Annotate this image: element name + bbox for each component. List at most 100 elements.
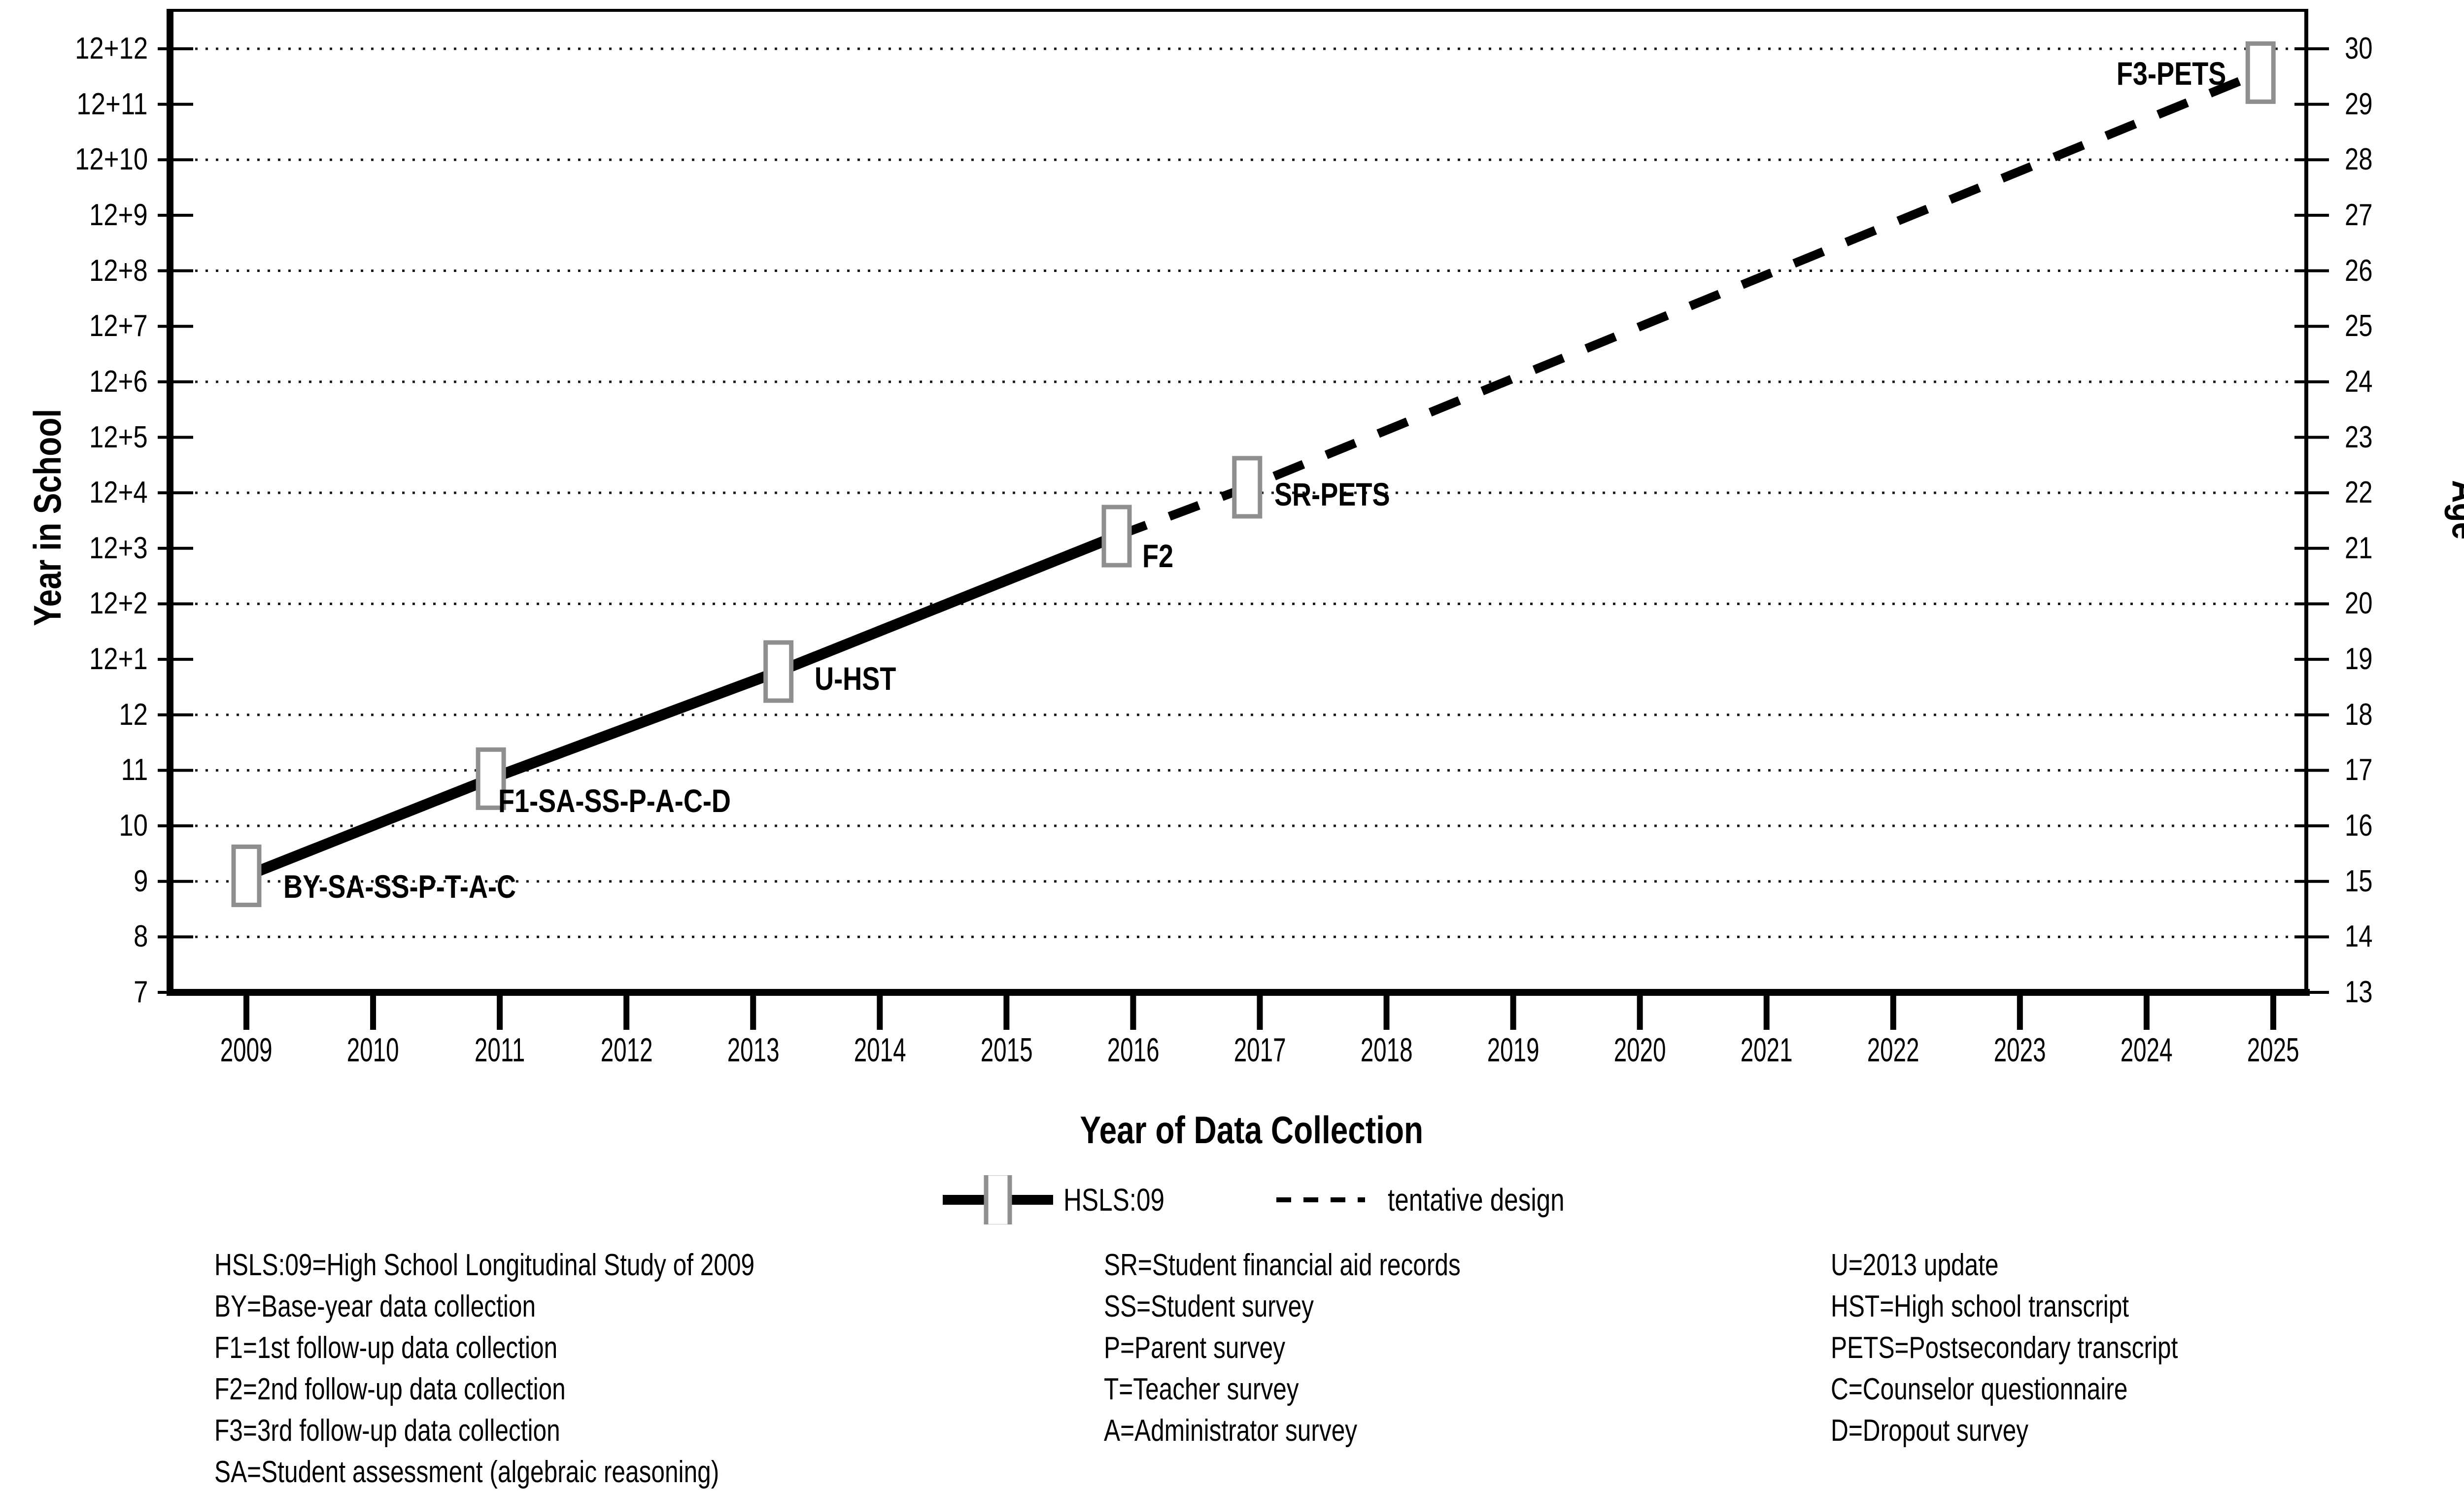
y-axis-title-left: Year in School <box>20 172 74 862</box>
footnote-line: U=2013 update <box>1831 1245 2264 1286</box>
point-label-U-text: U-HST <box>814 660 896 697</box>
footnote-text: PETS=Postsecondary transcript <box>1831 1331 2178 1365</box>
y-tick-label-left-12-text: 12 <box>119 697 148 732</box>
data-point-marker-F1 <box>476 747 506 810</box>
y-tick-label-left-12+1: 12+1 <box>0 637 148 681</box>
footnote-text: F1=1st follow-up data collection <box>214 1331 558 1365</box>
x-tick-label-2010-text: 2010 <box>347 1031 399 1069</box>
legend-item-hsls09: HSLS:09 <box>1063 1175 1190 1224</box>
point-label-F3-text: F3-PETS <box>2116 55 2226 92</box>
y-tick-label-right-15: 15 <box>2345 859 2464 904</box>
x-tick-label-2017-text: 2017 <box>1233 1031 1286 1069</box>
y-tick-label-left-12+10-text: 12+10 <box>74 142 148 177</box>
x-tick-label-2021: 2021 <box>1693 1027 1841 1073</box>
y-tick-label-left-12+6-text: 12+6 <box>89 364 148 399</box>
y-tick-label-right-13: 13 <box>2345 970 2464 1015</box>
point-label-U: U-HST <box>815 656 914 701</box>
x-tick-label-2017: 2017 <box>1186 1027 1334 1073</box>
y-tick-label-right-14: 14 <box>2345 915 2464 959</box>
footnote-text: HSLS:09=High School Longitudinal Study o… <box>214 1248 755 1282</box>
y-tick-label-left-12+11-text: 12+11 <box>76 87 148 121</box>
x-tick-label-2025-text: 2025 <box>2247 1031 2299 1069</box>
y-tick-label-left-12+9-text: 12+9 <box>89 198 148 232</box>
y-tick-label-right-29-text: 29 <box>2345 87 2373 121</box>
footnote-line: HST=High school transcript <box>1831 1286 2264 1327</box>
y-tick-label-left-12+11: 12+11 <box>0 82 148 127</box>
footnote-line: SS=Student survey <box>1104 1286 1550 1327</box>
footnote-text: F2=2nd follow-up data collection <box>214 1372 566 1406</box>
y-tick-label-right-19: 19 <box>2345 637 2464 681</box>
y-tick-label-left-9-text: 9 <box>133 864 148 898</box>
hsls09-solid-line <box>244 531 1119 881</box>
footnote-text: C=Counselor questionnaire <box>1831 1372 2128 1406</box>
point-label-BY: BY-SA-SS-P-T-A-C <box>283 864 567 909</box>
y-tick-label-right-17: 17 <box>2345 748 2464 792</box>
point-label-BY-text: BY-SA-SS-P-T-A-C <box>283 868 516 905</box>
footnote-line: D=Dropout survey <box>1831 1410 2264 1452</box>
footnote-text: BY=Base-year data collection <box>214 1289 536 1323</box>
footnote-text: U=2013 update <box>1831 1248 1999 1282</box>
footnote-line: A=Administrator survey <box>1104 1410 1550 1452</box>
x-axis-title-text: Year of Data Collection <box>1080 1108 1424 1152</box>
x-tick-label-2022-text: 2022 <box>1867 1031 1919 1069</box>
data-point-marker-BY <box>231 844 262 907</box>
data-point-marker-U <box>763 640 794 703</box>
x-tick-label-2013-text: 2013 <box>727 1031 780 1069</box>
y-tick-label-left-12+3: 12+3 <box>0 526 148 571</box>
y-tick-label-right-29: 29 <box>2345 82 2464 127</box>
footnote-text: SR=Student financial aid records <box>1104 1248 1461 1282</box>
y-tick-label-right-20-text: 20 <box>2345 586 2373 621</box>
footnote-text: HST=High school transcript <box>1831 1289 2129 1323</box>
y-tick-label-left-12+10: 12+10 <box>0 137 148 182</box>
x-tick-label-2012-text: 2012 <box>600 1031 653 1069</box>
y-tick-label-right-27-text: 27 <box>2345 198 2373 232</box>
x-tick-label-2020: 2020 <box>1566 1027 1714 1073</box>
y-axis-title-left-text: Year in School <box>26 408 69 626</box>
y-tick-label-left-12+12-text: 12+12 <box>74 31 148 66</box>
y-tick-label-right-20: 20 <box>2345 581 2464 626</box>
footnote-line: BY=Base-year data collection <box>214 1286 890 1327</box>
y-tick-label-right-16: 16 <box>2345 804 2464 848</box>
x-tick-label-2024-text: 2024 <box>2120 1031 2173 1069</box>
y-tick-label-left-7-text: 7 <box>133 975 148 1009</box>
y-tick-label-right-16-text: 16 <box>2345 809 2373 843</box>
x-tick-label-2023-text: 2023 <box>1993 1031 2046 1069</box>
legend-item-tentative: tentative design <box>1388 1175 1608 1224</box>
y-tick-label-left-12+6: 12+6 <box>0 360 148 404</box>
y-tick-label-left-12+8: 12+8 <box>0 249 148 293</box>
y-tick-label-left-12+2: 12+2 <box>0 581 148 626</box>
y-tick-label-left-12+8-text: 12+8 <box>89 253 148 288</box>
y-tick-label-left-8: 8 <box>0 915 148 959</box>
footnote-text: T=Teacher survey <box>1104 1372 1299 1406</box>
footnote-text: D=Dropout survey <box>1831 1414 2029 1448</box>
legend-square-marker-icon <box>984 1175 1012 1224</box>
footnote-line: C=Counselor questionnaire <box>1831 1369 2264 1410</box>
y-tick-label-right-18: 18 <box>2345 693 2464 737</box>
footnote-line: T=Teacher survey <box>1104 1369 1550 1410</box>
y-tick-label-right-13-text: 13 <box>2345 975 2373 1009</box>
x-tick-label-2015-text: 2015 <box>980 1031 1033 1069</box>
x-tick-label-2018-text: 2018 <box>1360 1031 1413 1069</box>
y-tick-label-right-21: 21 <box>2345 526 2464 571</box>
point-label-F2: F2 <box>1142 533 1180 578</box>
legend-label-tentative: tentative design <box>1388 1182 1565 1218</box>
y-tick-label-left-12+1-text: 12+1 <box>89 642 148 677</box>
y-tick-label-right-15-text: 15 <box>2345 864 2373 898</box>
point-label-F2-text: F2 <box>1142 538 1174 575</box>
footnote-line: P=Parent survey <box>1104 1327 1550 1369</box>
point-label-F1: F1-SA-SS-P-A-C-D <box>498 778 782 823</box>
y-tick-label-right-22-text: 22 <box>2345 475 2373 510</box>
x-tick-label-2011: 2011 <box>426 1027 574 1073</box>
footnote-line: F3=3rd follow-up data collection <box>214 1410 890 1452</box>
point-label-F3: F3-PETS <box>1536 51 2226 96</box>
footnote-line: SR=Student financial aid records <box>1104 1245 1550 1286</box>
y-tick-label-left-12+2-text: 12+2 <box>89 586 148 621</box>
footnote-text: SA=Student assessment (algebraic reasoni… <box>214 1455 719 1489</box>
y-tick-label-right-25-text: 25 <box>2345 309 2373 343</box>
y-tick-label-left-12+9: 12+9 <box>0 193 148 238</box>
x-tick-label-2012: 2012 <box>552 1027 700 1073</box>
y-tick-label-right-28: 28 <box>2345 137 2464 182</box>
y-tick-label-left-11: 11 <box>0 748 148 792</box>
y-tick-label-left-10-text: 10 <box>119 809 148 843</box>
